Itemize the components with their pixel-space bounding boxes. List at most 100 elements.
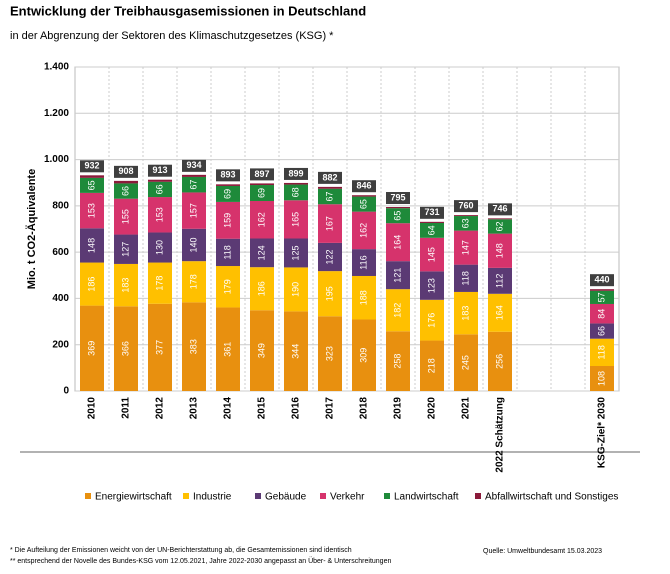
data-label: 124 [256, 245, 266, 260]
data-label: 349 [256, 343, 266, 358]
bar-segment [284, 200, 308, 239]
total-box [352, 180, 376, 193]
bar-segment [386, 261, 410, 290]
data-label: 57 [596, 292, 606, 302]
x-tick-label: 2022 Schätzung [495, 397, 506, 473]
data-label: 178 [154, 276, 164, 291]
bar-segment [182, 192, 206, 229]
bar-segment [318, 188, 342, 205]
data-label: 84 [596, 309, 606, 319]
x-tick-label: 2018 [359, 397, 370, 420]
data-label: 369 [86, 341, 96, 356]
bar-segment [148, 303, 172, 391]
data-label: 190 [290, 282, 300, 297]
data-label: 145 [426, 247, 436, 262]
bar-segment [318, 186, 342, 189]
bar-segment [420, 299, 444, 341]
y-tick-label: 1.200 [44, 108, 69, 119]
total-label: 899 [288, 168, 303, 178]
bar-segment [250, 183, 274, 186]
bar-segment [114, 183, 138, 199]
bar-segment [216, 184, 240, 186]
total-box [590, 274, 614, 287]
data-label: 125 [290, 245, 300, 260]
y-tick-label: 400 [52, 293, 69, 304]
bar-segment [386, 223, 410, 262]
bar-segment [80, 228, 104, 263]
legend-label: Abfallwirtschaft und Sonstiges [485, 492, 618, 503]
bar-segment [318, 271, 342, 317]
bar-segment [352, 319, 376, 391]
data-label: 65 [358, 199, 368, 209]
bar-segment [216, 201, 240, 239]
data-label: 127 [120, 242, 130, 257]
x-tick-label: 2012 [155, 397, 166, 420]
data-label: 140 [188, 237, 198, 252]
data-label: 130 [154, 240, 164, 255]
bar-segment [80, 175, 104, 178]
bar-segment [590, 323, 614, 339]
bar-segment [318, 242, 342, 272]
data-label: 157 [188, 203, 198, 218]
data-label: 65 [392, 211, 402, 221]
data-label: 63 [460, 218, 470, 228]
bar-segment [420, 340, 444, 391]
legend-label: Industrie [193, 492, 232, 503]
total-box [216, 169, 240, 182]
data-label: 118 [460, 271, 470, 285]
bar-segment [590, 290, 614, 304]
x-tick-label: 2013 [189, 397, 200, 420]
data-label: 148 [494, 243, 504, 258]
data-label: 186 [256, 281, 266, 296]
total-box [420, 206, 444, 219]
total-label: 913 [152, 165, 167, 175]
legend-swatch [475, 493, 481, 499]
y-tick-label: 200 [52, 339, 69, 350]
footnote: * Die Aufteilung der Emissionen weicht v… [10, 547, 352, 554]
total-label: 731 [424, 207, 439, 217]
bar-segment [488, 219, 512, 234]
bar-segment [352, 196, 376, 212]
total-box [80, 160, 104, 173]
data-label: 122 [324, 249, 334, 264]
legend-label: Energiewirtschaft [95, 492, 172, 503]
bar-segment [454, 291, 478, 335]
source: Quelle: Umweltbundesamt 15.03.2023 [483, 548, 602, 555]
data-label: 182 [392, 303, 402, 318]
bar-segment [148, 197, 172, 233]
total-label: 746 [492, 204, 507, 214]
bar-segment [148, 262, 172, 304]
data-label: 323 [324, 346, 334, 361]
data-label: 361 [222, 342, 232, 357]
data-label: 164 [494, 305, 504, 320]
bar-segment [216, 238, 240, 267]
data-label: 118 [596, 345, 606, 359]
data-label: 159 [222, 213, 232, 228]
data-label: 183 [460, 306, 470, 321]
bar-segment [386, 331, 410, 391]
legend-swatch [255, 493, 261, 499]
data-label: 64 [426, 225, 436, 235]
bar-segment [80, 305, 104, 391]
bar-segment [216, 266, 240, 308]
data-label: 68 [290, 187, 300, 197]
x-tick-label: KSG-Ziel* 2030 [597, 397, 608, 469]
chart-title: Entwicklung der Treibhausgasemissionen i… [10, 3, 366, 18]
y-tick-label: 800 [52, 200, 69, 211]
bar-segment [420, 237, 444, 272]
bar-segment [182, 228, 206, 262]
bar-segment [386, 289, 410, 332]
data-label: 366 [120, 341, 130, 356]
bar-segment [250, 185, 274, 201]
y-tick-label: 1.000 [44, 154, 69, 165]
bar-segment [80, 262, 104, 306]
bar-segment [284, 267, 308, 312]
data-label: 164 [392, 235, 402, 250]
x-tick-label: 2017 [325, 397, 336, 420]
x-tick-label: 2020 [427, 397, 438, 420]
bar-segment [182, 176, 206, 193]
data-label: 147 [460, 240, 470, 255]
total-label: 897 [254, 169, 269, 179]
data-label: 167 [324, 216, 334, 231]
